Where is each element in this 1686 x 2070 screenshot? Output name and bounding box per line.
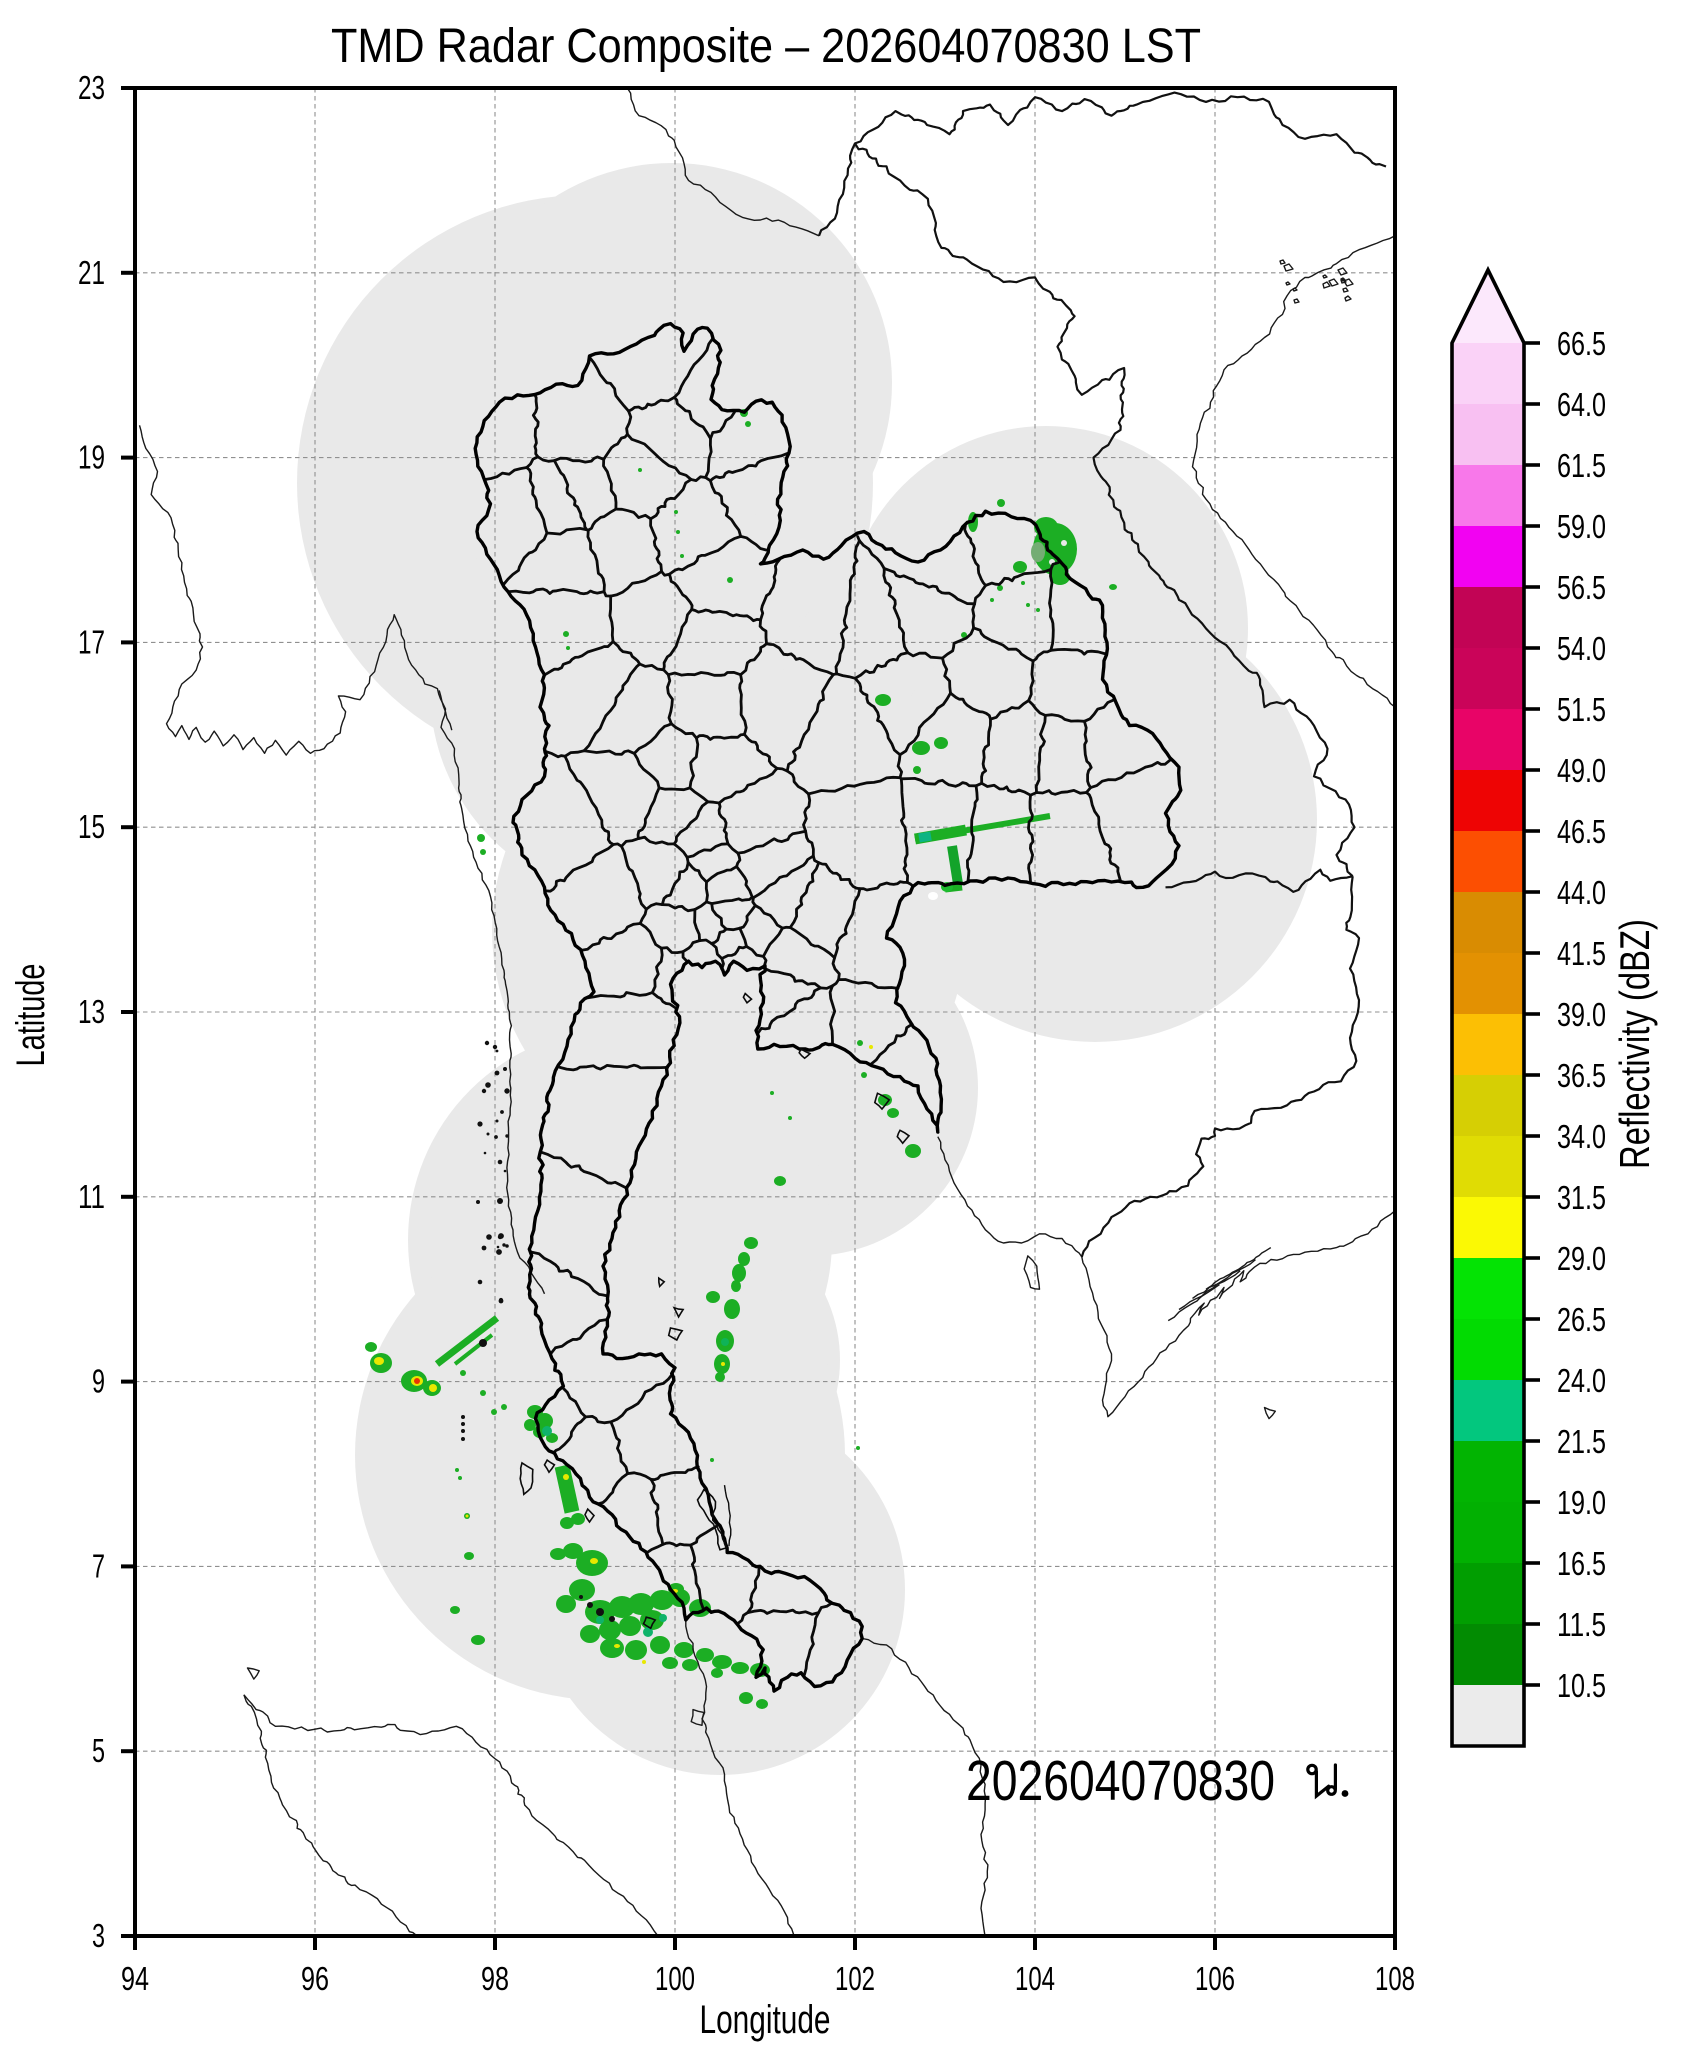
svg-text:3: 3 bbox=[92, 1917, 105, 1954]
svg-text:23: 23 bbox=[78, 69, 105, 106]
svg-text:44.0: 44.0 bbox=[1557, 874, 1606, 911]
svg-text:61.5: 61.5 bbox=[1557, 447, 1606, 484]
svg-text:100: 100 bbox=[655, 1960, 695, 1997]
svg-text:15: 15 bbox=[78, 808, 105, 845]
svg-text:41.5: 41.5 bbox=[1557, 935, 1606, 972]
svg-text:26.5: 26.5 bbox=[1557, 1301, 1606, 1338]
svg-text:TMD Radar Composite – 20260407: TMD Radar Composite – 202604070830 LST bbox=[331, 20, 1201, 73]
svg-text:Latitude: Latitude bbox=[9, 964, 53, 1067]
svg-text:29.0: 29.0 bbox=[1557, 1240, 1606, 1277]
svg-text:94: 94 bbox=[121, 1960, 149, 1997]
svg-text:21.5: 21.5 bbox=[1557, 1423, 1606, 1460]
svg-text:34.0: 34.0 bbox=[1557, 1118, 1606, 1155]
svg-text:104: 104 bbox=[1015, 1960, 1055, 1997]
svg-text:46.5: 46.5 bbox=[1557, 813, 1606, 850]
svg-text:96: 96 bbox=[301, 1960, 329, 1997]
svg-text:13: 13 bbox=[78, 993, 105, 1030]
svg-text:9: 9 bbox=[92, 1363, 105, 1400]
svg-text:Reflectivity (dBZ): Reflectivity (dBZ) bbox=[1611, 919, 1658, 1169]
svg-text:64.0: 64.0 bbox=[1557, 386, 1606, 423]
svg-text:98: 98 bbox=[481, 1960, 509, 1997]
svg-text:5: 5 bbox=[92, 1732, 105, 1769]
svg-text:19: 19 bbox=[78, 439, 105, 476]
svg-text:7: 7 bbox=[92, 1547, 105, 1584]
svg-text:39.0: 39.0 bbox=[1557, 996, 1606, 1033]
svg-text:102: 102 bbox=[835, 1960, 875, 1997]
svg-text:59.0: 59.0 bbox=[1557, 508, 1606, 545]
svg-text:19.0: 19.0 bbox=[1557, 1484, 1606, 1521]
svg-text:Longitude: Longitude bbox=[700, 1998, 831, 2042]
svg-text:106: 106 bbox=[1195, 1960, 1235, 1997]
svg-text:11: 11 bbox=[78, 1178, 105, 1215]
svg-text:10.5: 10.5 bbox=[1557, 1667, 1606, 1704]
svg-text:56.5: 56.5 bbox=[1557, 569, 1606, 606]
svg-text:51.5: 51.5 bbox=[1557, 691, 1606, 728]
svg-text:16.5: 16.5 bbox=[1557, 1545, 1606, 1582]
svg-text:21: 21 bbox=[78, 254, 105, 291]
svg-text:24.0: 24.0 bbox=[1557, 1362, 1606, 1399]
svg-text:11.5: 11.5 bbox=[1557, 1606, 1606, 1643]
svg-text:202604070830: 202604070830 bbox=[966, 1749, 1275, 1813]
svg-text:54.0: 54.0 bbox=[1557, 630, 1606, 667]
svg-text:17: 17 bbox=[78, 623, 105, 660]
svg-text:31.5: 31.5 bbox=[1557, 1179, 1606, 1216]
svg-text:49.0: 49.0 bbox=[1557, 752, 1606, 789]
svg-text:66.5: 66.5 bbox=[1557, 325, 1606, 362]
svg-text:36.5: 36.5 bbox=[1557, 1057, 1606, 1094]
svg-text:108: 108 bbox=[1375, 1960, 1415, 1997]
